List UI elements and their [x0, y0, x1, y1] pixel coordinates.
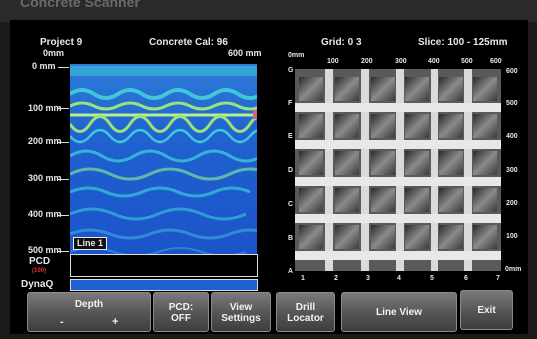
- grid-top-label: 100: [327, 58, 339, 65]
- scan-wave-band: [70, 149, 257, 163]
- scan-x-start-label: 0mm: [43, 48, 65, 58]
- scan-wave-band: [70, 207, 247, 221]
- scan-x-end-label: 600 mm: [228, 48, 262, 58]
- line-view-label: Line View: [376, 307, 422, 318]
- grid-right-label: 500: [506, 100, 518, 107]
- pcd-value: (100): [32, 268, 47, 274]
- grid-column-number: 2: [334, 275, 338, 282]
- depth-button-label: Depth: [74, 299, 104, 310]
- view-settings-line2: Settings: [221, 313, 261, 324]
- grid-column-number: 5: [430, 275, 434, 282]
- depth-button[interactable]: Depth - +: [27, 292, 151, 332]
- grid-top-label: 400: [428, 58, 440, 65]
- grid-row-letter: B: [288, 235, 294, 242]
- view-settings-button[interactable]: View Settings: [211, 292, 271, 332]
- grid-row-letter: A: [288, 268, 294, 275]
- drill-locator-line2: Locator: [287, 313, 324, 324]
- grid-right-label: 300: [506, 167, 518, 174]
- grid-right-label: 400: [506, 133, 518, 140]
- grid-row-letter: D: [288, 167, 294, 174]
- pcd-button-line2: OFF: [171, 313, 191, 324]
- scanner-screen: Project 9 Concrete Cal: 96 Grid: 0 3 Sli…: [10, 20, 528, 334]
- scan-surface-band: [70, 66, 257, 76]
- depth-increase-button[interactable]: +: [112, 316, 119, 328]
- scan-wave-band: [70, 128, 257, 144]
- line-view-button[interactable]: Line View: [341, 292, 457, 332]
- gpr-scan-image[interactable]: [70, 64, 257, 270]
- depth-label-500: 500 mm: [28, 245, 62, 255]
- grid-cells: [299, 77, 497, 249]
- pcd-toggle-button[interactable]: PCD: OFF: [153, 292, 209, 332]
- grid-row-letter: F: [288, 100, 293, 107]
- rebar-grid-slice-image[interactable]: [295, 69, 501, 271]
- device-bezel: Concrete Scanner: [0, 0, 537, 22]
- rebar-vertical-bars: [325, 69, 472, 271]
- grid-top-label: 0mm: [288, 52, 305, 59]
- grid-top-label: 200: [361, 58, 373, 65]
- depth-decrease-button[interactable]: -: [60, 316, 64, 328]
- grid-column-number: 6: [464, 275, 468, 282]
- grid-row-letter: G: [288, 67, 294, 74]
- depth-tick: [58, 215, 69, 216]
- depth-tick: [58, 179, 69, 180]
- scan-wave-band: [70, 186, 251, 198]
- grid-right-label: 600: [506, 68, 518, 75]
- grid-right-label: 200: [506, 200, 518, 207]
- drill-locator-line1: Drill: [295, 302, 316, 313]
- device-brand-label: Concrete Scanner: [20, 0, 140, 10]
- exit-button[interactable]: Exit: [460, 290, 513, 330]
- scan-depth-cursor[interactable]: [253, 110, 257, 119]
- depth-label-400: 400 mm: [28, 209, 62, 219]
- grid-right-label: 100: [506, 233, 518, 240]
- scan-wave-band: [70, 228, 257, 240]
- scan-wave-band: [70, 101, 257, 111]
- scan-wave-band: [70, 88, 257, 100]
- scan-wave-band: [70, 167, 257, 181]
- dynaq-label: DynaQ: [21, 279, 54, 290]
- depth-label-100: 100 mm: [28, 103, 62, 113]
- grid-top-label: 500: [461, 58, 473, 65]
- line-badge: Line 1: [73, 237, 108, 250]
- depth-label-300: 300 mm: [28, 173, 62, 183]
- grid-top-label: 600: [490, 58, 502, 65]
- depth-label-0: 0 mm: [32, 61, 56, 71]
- grid-row-letter: E: [288, 133, 293, 140]
- grid-column-number: 3: [366, 275, 370, 282]
- drill-locator-button[interactable]: Drill Locator: [276, 292, 335, 332]
- exit-label: Exit: [477, 305, 496, 316]
- grid-column-number: 1: [301, 275, 305, 282]
- project-label: Project 9: [40, 37, 83, 48]
- depth-tick: [58, 67, 69, 68]
- view-settings-line1: View: [229, 302, 253, 313]
- grid-label: Grid: 0 3: [321, 37, 362, 48]
- slice-label: Slice: 100 - 125mm: [418, 37, 508, 48]
- grid-column-number: 4: [397, 275, 401, 282]
- grid-right-label: 0mm: [505, 266, 522, 273]
- depth-label-200: 200 mm: [28, 136, 62, 146]
- grid-top-label: 300: [395, 58, 407, 65]
- pcd-label: PCD: [29, 256, 51, 267]
- scan-hyperbola-row: [70, 115, 257, 133]
- pcd-button-line1: PCD:: [168, 302, 194, 313]
- grid-row-letter: C: [288, 201, 294, 208]
- depth-tick: [58, 251, 69, 252]
- grid-column-number: 7: [496, 275, 500, 282]
- dynaq-bar: [70, 279, 258, 291]
- pcd-waveform-box: [70, 254, 258, 277]
- depth-tick: [58, 108, 69, 109]
- depth-tick: [58, 142, 69, 143]
- calibration-label: Concrete Cal: 96: [149, 37, 228, 48]
